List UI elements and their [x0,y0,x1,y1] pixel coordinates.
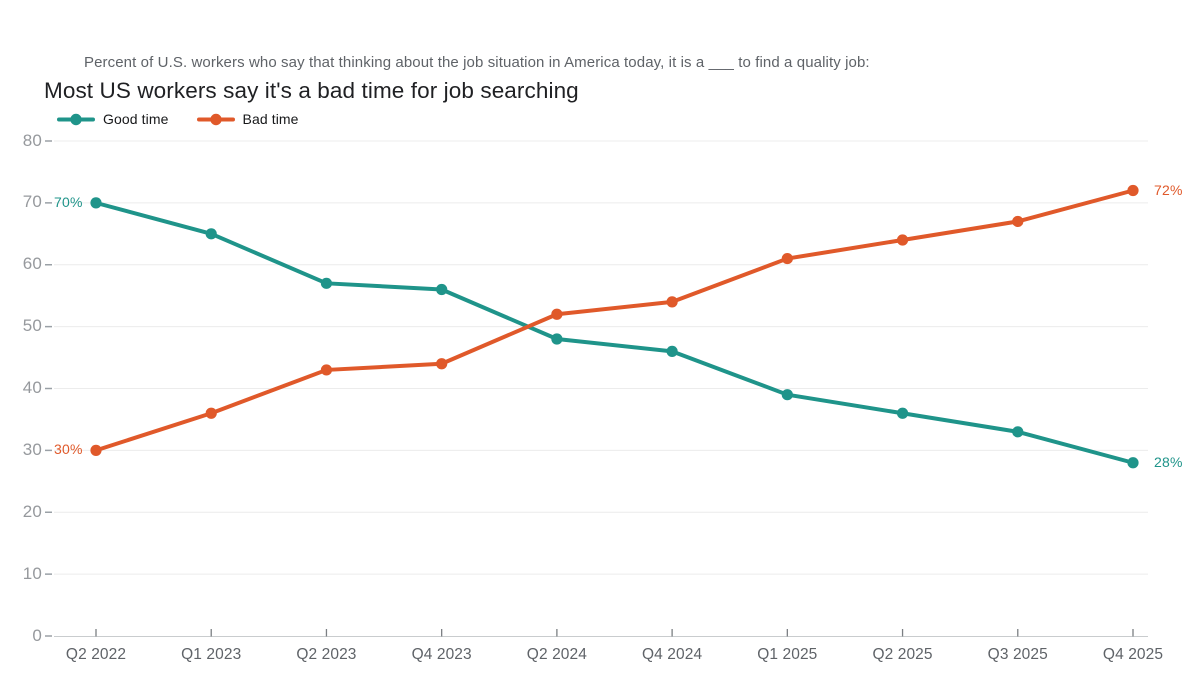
x-axis-label: Q2 2022 [65,646,127,663]
data-point [781,252,793,265]
data-point [666,296,678,308]
data-point [205,228,217,240]
data-point [90,197,102,209]
x-axis-label: Q2 2025 [872,646,933,663]
legend-item-good-time: Good time [57,111,169,127]
end-value-label: 28% [1154,453,1183,470]
data-point [896,234,909,246]
x-axis-label: Q4 2025 [1102,646,1164,663]
y-axis-label: 50 [22,316,42,336]
series-line-bad-time [94,188,1135,453]
data-point [1127,457,1139,469]
data-point [1127,184,1139,197]
x-axis-label: Q4 2024 [642,646,703,663]
y-axis-label: 20 [22,501,42,521]
y-axis-label: 0 [32,625,42,645]
x-axis-label: Q1 2025 [757,646,818,663]
start-value-label: 70% [54,193,83,210]
y-axis-label: 80 [22,130,42,150]
x-axis-label: Q4 2023 [411,646,472,663]
series-line-good-time [94,200,1135,465]
y-axis-label: 30 [22,439,42,459]
end-value-label: 72% [1154,181,1183,198]
chart-title: Most US workers say it's a bad time for … [44,78,579,103]
x-axis-label: Q1 2023 [181,646,242,663]
data-point [551,308,563,320]
start-value-label: 30% [54,441,83,458]
legend-label-bad-time: Bad time [242,111,299,127]
data-point [320,364,333,376]
x-axis-label: Q3 2025 [987,646,1048,663]
data-point [436,283,448,296]
chart-subtitle: Percent of U.S. workers who say that thi… [84,54,870,71]
y-axis-label: 40 [22,378,42,397]
x-axis-label: Q2 2024 [526,646,587,663]
chart-legend: Good time Bad time [57,111,299,127]
data-point [90,444,102,456]
data-point [1012,215,1024,228]
data-point [1012,426,1024,438]
data-point [781,389,793,401]
data-point [551,333,563,345]
y-axis-label: 60 [22,254,42,274]
data-point [436,358,448,370]
data-point [666,345,678,357]
data-point [205,407,217,419]
line-dot-marker-icon [196,113,235,126]
y-axis-label: 70 [22,192,42,212]
legend-item-bad-time: Bad time [196,111,299,127]
x-axis-label: Q2 2023 [296,646,357,663]
y-axis-label: 10 [22,563,42,583]
data-point [896,407,909,419]
legend-label-good-time: Good time [103,111,169,127]
line-dot-marker-icon [57,113,95,126]
data-point [320,277,333,289]
